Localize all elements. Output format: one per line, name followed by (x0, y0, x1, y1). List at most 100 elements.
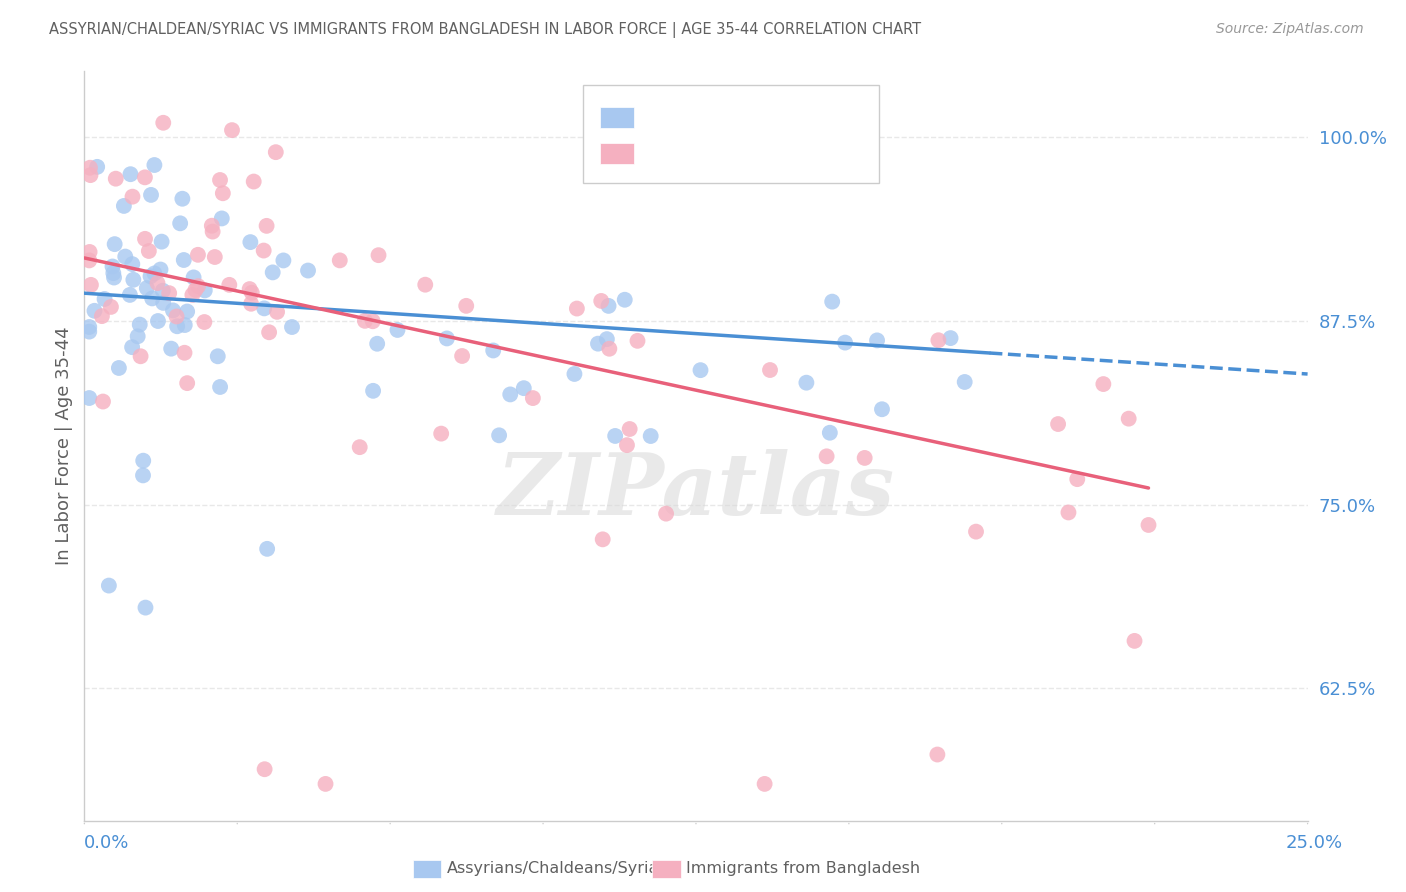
Point (204, 250, 226, 264)
Point (143, 158, 166, 172)
Point (149, 262, 172, 277)
Point (256, 541, 278, 556)
Point (176, 304, 198, 318)
Point (166, 310, 188, 324)
Point (367, 248, 389, 262)
Point (361, 314, 384, 328)
Point (80, 277, 103, 292)
Text: R = -0.347   N = 75: R = -0.347 N = 75 (641, 144, 818, 161)
Point (430, 426, 453, 441)
Point (150, 235, 173, 249)
Point (965, 524, 987, 539)
Point (209, 380, 232, 394)
Point (187, 279, 209, 293)
Point (103, 270, 125, 285)
Point (815, 450, 838, 464)
Point (1137, 518, 1160, 533)
Point (329, 253, 352, 268)
Point (121, 340, 143, 354)
Point (121, 189, 143, 203)
Point (104, 237, 127, 252)
Point (77, 391, 100, 405)
Point (173, 345, 195, 359)
Point (853, 450, 876, 465)
Text: Immigrants from Bangladesh: Immigrants from Bangladesh (686, 862, 921, 876)
Point (1047, 417, 1070, 431)
Point (157, 286, 180, 301)
Point (121, 257, 143, 271)
Point (499, 387, 522, 401)
Point (387, 323, 409, 337)
Point (90, 309, 112, 323)
Text: 0.0%: 0.0% (84, 834, 129, 852)
Point (162, 303, 184, 318)
Text: 25.0%: 25.0% (1285, 834, 1343, 852)
Point (173, 318, 195, 332)
Point (366, 336, 388, 351)
Point (565, 301, 588, 316)
Point (242, 175, 264, 189)
Point (482, 343, 505, 358)
Point (201, 219, 224, 233)
Point (218, 277, 240, 292)
Point (262, 265, 284, 279)
Point (176, 376, 198, 391)
Point (77, 320, 100, 334)
Point (100, 300, 122, 314)
Point (354, 314, 377, 328)
Point (598, 299, 620, 313)
Point (927, 747, 949, 762)
Point (86, 160, 108, 174)
Point (134, 170, 156, 185)
Point (456, 299, 478, 313)
Point (240, 285, 263, 300)
Point (194, 284, 217, 298)
Point (596, 332, 619, 346)
Point (436, 331, 458, 345)
Point (172, 192, 194, 206)
Point (93, 292, 115, 306)
Point (138, 244, 160, 258)
Point (239, 282, 262, 296)
Point (927, 333, 949, 347)
Point (132, 453, 155, 467)
Point (135, 281, 157, 295)
Point (208, 173, 231, 187)
Point (127, 329, 149, 343)
Point (240, 297, 263, 311)
Point (152, 116, 174, 130)
Point (266, 305, 288, 319)
Point (315, 777, 337, 791)
Point (77, 253, 100, 268)
Point (166, 319, 188, 334)
Point (169, 216, 191, 230)
Point (253, 244, 276, 258)
Point (143, 267, 166, 281)
Point (564, 367, 586, 381)
Point (522, 391, 544, 405)
Point (152, 296, 174, 310)
Point (754, 777, 776, 791)
Point (79, 161, 101, 175)
Point (598, 342, 620, 356)
Point (1092, 377, 1115, 392)
Point (134, 600, 156, 615)
Point (141, 292, 163, 306)
Point (592, 533, 614, 547)
Point (128, 318, 150, 332)
Point (866, 334, 889, 348)
Point (139, 188, 162, 202)
Point (79, 244, 101, 259)
Point (513, 381, 536, 395)
Point (834, 335, 856, 350)
Point (361, 384, 384, 398)
Point (605, 429, 627, 443)
Point (77, 325, 100, 339)
Point (183, 270, 205, 285)
Point (104, 171, 127, 186)
Point (413, 277, 436, 292)
Point (83, 303, 105, 318)
Point (139, 269, 162, 284)
Point (97, 578, 120, 592)
Point (193, 315, 215, 329)
